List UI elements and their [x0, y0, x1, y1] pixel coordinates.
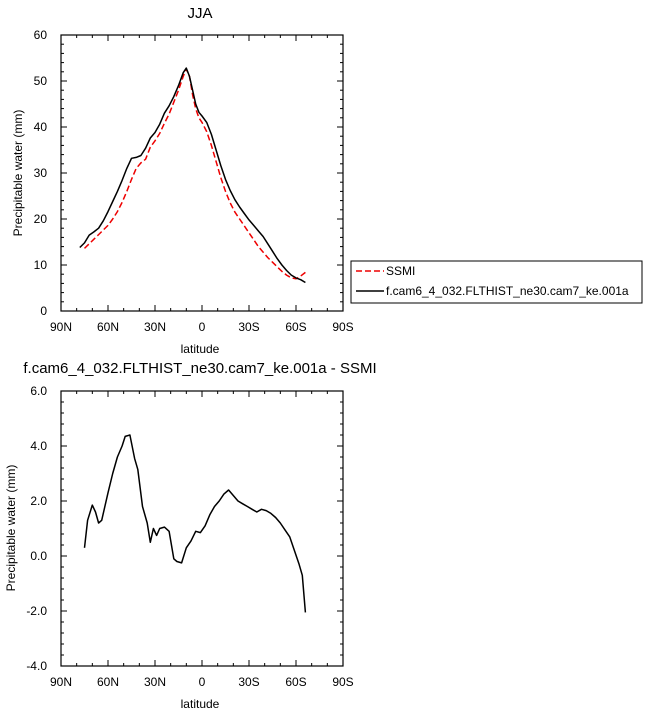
y-tick-label: -2.0	[26, 604, 47, 618]
chart-2-x-tick-labels: 90N 60N 30N 0 30S 60S 90S	[50, 675, 354, 689]
x-tick-label: 60S	[285, 320, 306, 334]
chart-1-x-tick-labels: 90N 60N 30N 0 30S 60S 90S	[50, 320, 354, 334]
chart-1-title: JJA	[187, 5, 212, 22]
chart-1-series	[79, 67, 306, 284]
chart-2-xlabel: latitude	[181, 697, 220, 711]
chart-2-ylabel: Precipitable water (mm)	[4, 465, 18, 592]
chart-2-ticks	[60, 390, 344, 667]
y-tick-label: 0	[40, 304, 47, 318]
y-tick-label: 2.0	[30, 494, 47, 508]
x-tick-label: 90S	[332, 675, 353, 689]
x-tick-label: 90N	[50, 320, 72, 334]
y-tick-label: 30	[34, 166, 48, 180]
y-tick-label: 0.0	[30, 549, 47, 563]
chart-1-y-tick-labels: 0 10 20 30 40 50 60	[34, 28, 48, 318]
chart-2-plot-frame	[60, 390, 344, 667]
chart-1: JJA 90N 60N 30N 0 30S 60S 90S 0 10 20 30 40 50 60 la…	[11, 5, 354, 356]
y-tick-label: 4.0	[30, 439, 47, 453]
y-tick-label: 10	[34, 258, 48, 272]
x-tick-label: 30N	[144, 320, 166, 334]
x-tick-label: 30S	[238, 320, 259, 334]
x-tick-label: 30N	[144, 675, 166, 689]
y-tick-label: 40	[34, 120, 48, 134]
x-tick-label: 90S	[332, 320, 353, 334]
legend: SSMI f.cam6_4_032.FLTHIST_ne30.cam7_ke.0…	[350, 260, 643, 304]
x-tick-label: 30S	[238, 675, 259, 689]
chart-2: f.cam6_4_032.FLTHIST_ne30.cam7_ke.001a -…	[4, 360, 377, 711]
series-line-ssmi	[83, 68, 306, 280]
x-tick-label: 0	[199, 675, 206, 689]
x-tick-label: 60N	[97, 675, 119, 689]
chart-1-xlabel: latitude	[181, 342, 220, 356]
x-tick-label: 60S	[285, 675, 306, 689]
chart-1-plot-frame	[60, 34, 344, 312]
chart-2-title: f.cam6_4_032.FLTHIST_ne30.cam7_ke.001a -…	[23, 360, 376, 377]
x-tick-label: 0	[199, 320, 206, 334]
x-tick-label: 60N	[97, 320, 119, 334]
y-tick-label: -4.0	[26, 659, 47, 673]
chart-2-series	[83, 434, 307, 613]
y-tick-label: 20	[34, 212, 48, 226]
y-tick-label: 50	[34, 74, 48, 88]
series-line-difference	[83, 434, 307, 613]
y-tick-label: 60	[34, 28, 48, 42]
y-tick-label: 6.0	[30, 384, 47, 398]
legend-label-ssmi: SSMI	[386, 264, 415, 278]
legend-label-model: f.cam6_4_032.FLTHIST_ne30.cam7_ke.001a	[386, 284, 629, 298]
x-tick-label: 90N	[50, 675, 72, 689]
chart-1-ylabel: Precipitable water (mm)	[11, 110, 25, 237]
chart-2-y-tick-labels: -4.0 -2.0 0.0 2.0 4.0 6.0	[26, 384, 47, 673]
legend-box	[350, 260, 643, 304]
chart-1-ticks	[60, 34, 344, 312]
series-line-f-cam6-4-032-flthist-ne30-cam7-ke-001a	[79, 67, 306, 284]
